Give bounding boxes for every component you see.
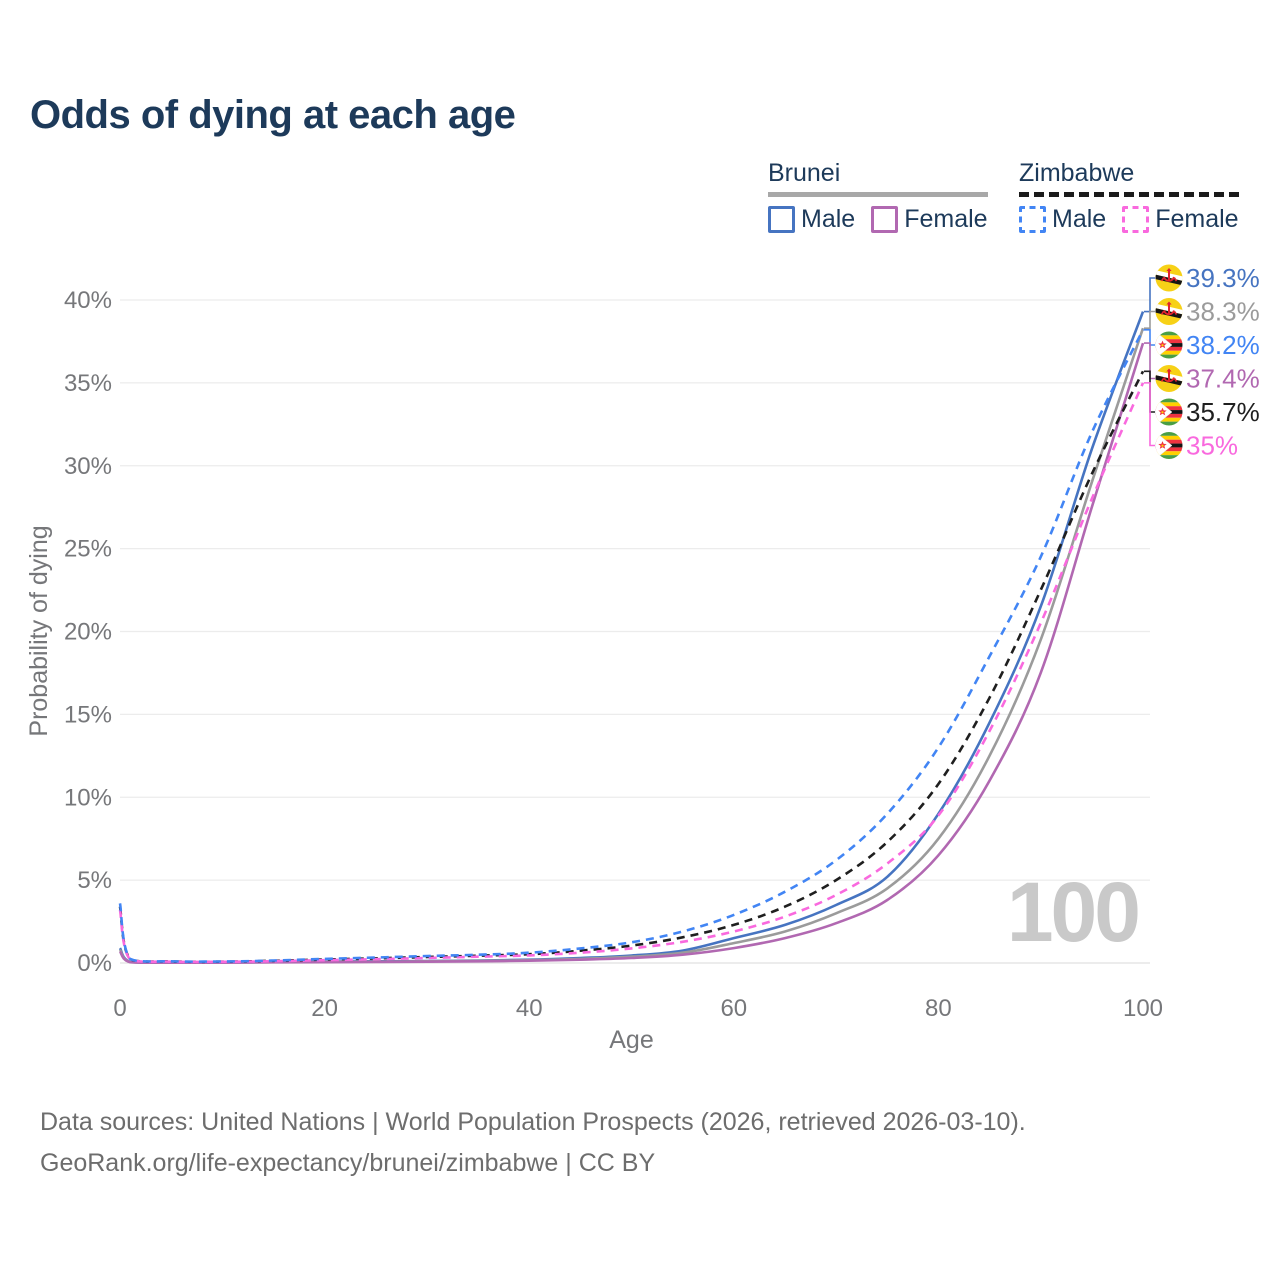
legend-line-sample-brunei	[768, 191, 988, 197]
legend-line-sample-zimbabwe	[1019, 191, 1239, 197]
end-label-value-zimbabwe-combined: 35.7%	[1186, 397, 1260, 427]
end-label-connector-brunei-female	[1144, 342, 1155, 380]
legend-label-zimbabwe-female: Female	[1155, 204, 1239, 233]
x-tick-40: 40	[516, 995, 543, 1022]
legend-item-brunei-male[interactable]: Male	[768, 205, 855, 234]
data-sources-text: Data sources: United Nations | World Pop…	[40, 1108, 1026, 1136]
end-label-connector-brunei-male	[1144, 277, 1155, 313]
legend-country-brunei: Brunei	[768, 159, 841, 187]
legend-country-zimbabwe: Zimbabwe	[1019, 159, 1135, 187]
legend-label-zimbabwe-male: Male	[1052, 204, 1107, 233]
legend-item-zimbabwe-male[interactable]: Male	[1019, 205, 1106, 234]
legend-group-zimbabwe: Zimbabwe Male Female	[1019, 159, 1239, 234]
y-tick-25: 25%	[64, 536, 112, 563]
y-tick-5: 5%	[77, 867, 112, 894]
legend-label-brunei-male: Male	[801, 204, 856, 233]
legend-group-brunei: Brunei Male Female	[768, 159, 988, 234]
end-label-value-zimbabwe-female: 35%	[1186, 431, 1238, 461]
zimbabwe-flag-icon	[1156, 432, 1183, 459]
legend-row-brunei: Male Female	[768, 205, 988, 234]
brunei-flag-icon	[1155, 265, 1183, 292]
series-line-zimbabwe-combined[interactable]	[118, 370, 1145, 964]
y-axis-title: Probability of dying	[25, 525, 53, 736]
series-line-zimbabwe-male[interactable]	[118, 329, 1145, 963]
end-label-connector-brunei-combined	[1144, 310, 1155, 329]
x-tick-80: 80	[925, 995, 952, 1022]
zimbabwe-female-swatch-icon	[1122, 205, 1150, 233]
zimbabwe-flag-icon	[1156, 332, 1183, 359]
series-line-brunei-female[interactable]	[118, 342, 1145, 965]
end-label-value-brunei-male: 39.3%	[1186, 263, 1260, 293]
x-tick-20: 20	[311, 995, 338, 1022]
brunei-flag-icon	[1155, 365, 1183, 392]
end-label-value-brunei-combined: 38.3%	[1186, 297, 1260, 327]
legend-row-zimbabwe: Male Female	[1019, 205, 1239, 234]
zimbabwe-male-swatch-icon	[1019, 205, 1046, 233]
series-line-brunei-male[interactable]	[118, 311, 1145, 964]
end-label-connector-zimbabwe-female	[1144, 382, 1155, 447]
y-tick-20: 20%	[64, 619, 112, 646]
end-label-connector-zimbabwe-male	[1144, 329, 1155, 346]
page-title: Odds of dying at each age	[30, 93, 516, 137]
series-line-zimbabwe-female[interactable]	[118, 382, 1145, 964]
brunei-flag-icon	[1155, 298, 1183, 325]
x-tick-100: 100	[1123, 995, 1163, 1022]
x-axis-title: Age	[609, 1026, 653, 1054]
legend-item-brunei-female[interactable]: Female	[871, 204, 988, 234]
series-line-brunei-combined[interactable]	[118, 327, 1145, 964]
x-tick-60: 60	[720, 995, 747, 1022]
y-tick-0: 0%	[77, 950, 112, 977]
end-label-value-zimbabwe-male: 38.2%	[1186, 330, 1260, 360]
legend-item-zimbabwe-female[interactable]: Female	[1122, 204, 1239, 234]
legend-label-brunei-female: Female	[904, 204, 988, 233]
end-label-value-brunei-female: 37.4%	[1186, 364, 1260, 394]
y-tick-30: 30%	[64, 453, 112, 480]
brunei-female-swatch-icon	[871, 205, 899, 233]
age-watermark: 100	[1007, 865, 1138, 959]
brunei-male-swatch-icon	[768, 205, 795, 233]
y-tick-15: 15%	[64, 701, 112, 728]
y-tick-40: 40%	[64, 287, 112, 314]
y-tick-35: 35%	[64, 370, 112, 397]
x-tick-0: 0	[113, 995, 126, 1022]
y-tick-10: 10%	[64, 784, 112, 811]
zimbabwe-flag-icon	[1156, 399, 1183, 426]
attribution-link-text[interactable]: GeoRank.org/life-expectancy/brunei/zimba…	[40, 1149, 656, 1177]
